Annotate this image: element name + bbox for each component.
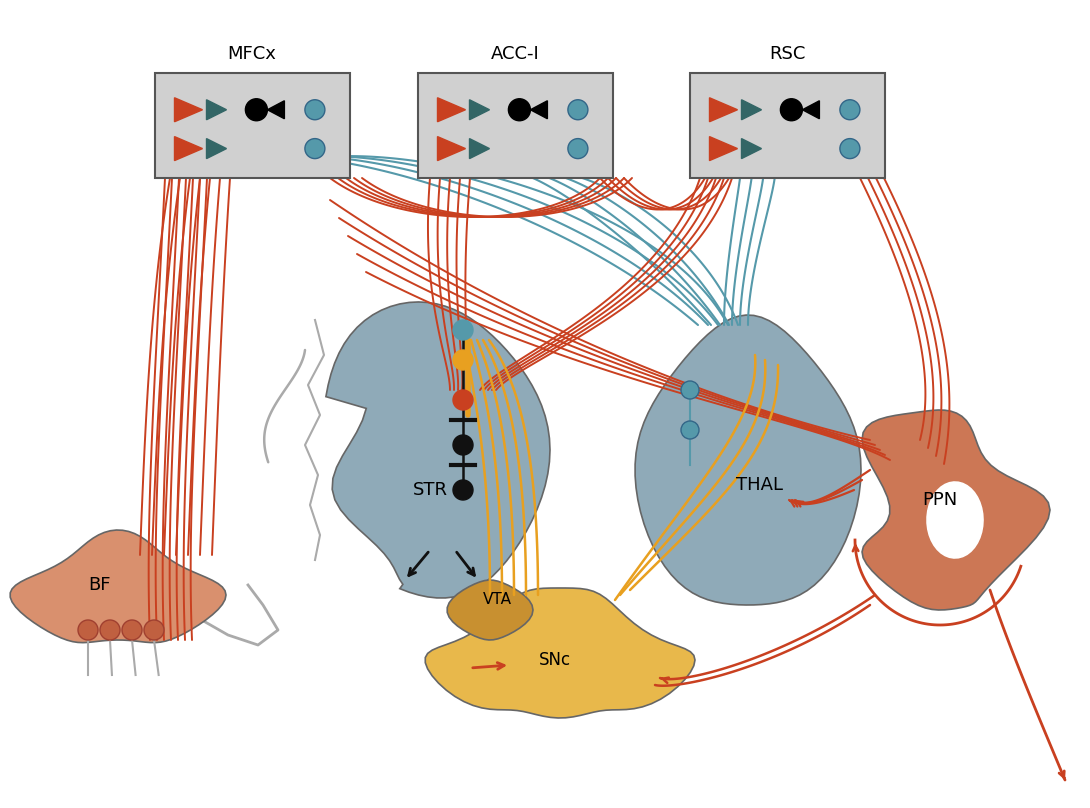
Bar	[417, 73, 613, 178]
Circle shape	[144, 620, 163, 640]
Circle shape	[305, 99, 325, 120]
Text: ACC-I: ACC-I	[490, 45, 540, 63]
Text: BF: BF	[88, 576, 111, 594]
Text: PPN: PPN	[922, 491, 958, 509]
Bar	[155, 73, 350, 178]
Polygon shape	[437, 98, 465, 122]
Circle shape	[122, 620, 142, 640]
Text: SNc: SNc	[538, 651, 571, 669]
Text: VTA: VTA	[483, 592, 512, 608]
Polygon shape	[206, 99, 227, 120]
Polygon shape	[267, 101, 284, 119]
Polygon shape	[470, 99, 489, 120]
Polygon shape	[635, 315, 861, 605]
Polygon shape	[710, 137, 738, 161]
Circle shape	[840, 139, 860, 158]
Circle shape	[100, 620, 120, 640]
Circle shape	[453, 480, 473, 500]
Circle shape	[305, 139, 325, 158]
Polygon shape	[710, 98, 738, 122]
Polygon shape	[741, 139, 762, 158]
Polygon shape	[425, 588, 695, 718]
Polygon shape	[862, 410, 1050, 610]
Polygon shape	[174, 137, 203, 161]
Polygon shape	[437, 137, 465, 161]
Polygon shape	[10, 530, 226, 642]
Circle shape	[508, 99, 531, 120]
Circle shape	[453, 435, 473, 455]
Circle shape	[245, 99, 267, 120]
Text: THAL: THAL	[737, 476, 784, 494]
Circle shape	[453, 320, 473, 340]
Polygon shape	[470, 139, 489, 158]
Circle shape	[780, 99, 802, 120]
Circle shape	[568, 139, 588, 158]
Circle shape	[78, 620, 98, 640]
Text: STR: STR	[412, 481, 448, 499]
Polygon shape	[174, 98, 203, 122]
Polygon shape	[741, 99, 762, 120]
Circle shape	[453, 390, 473, 410]
Circle shape	[681, 381, 699, 399]
Polygon shape	[326, 302, 550, 598]
Circle shape	[840, 99, 860, 120]
Polygon shape	[447, 580, 533, 640]
Circle shape	[568, 99, 588, 120]
Text: RSC: RSC	[768, 45, 806, 63]
Circle shape	[453, 350, 473, 370]
Polygon shape	[206, 139, 227, 158]
Polygon shape	[928, 482, 983, 558]
Text: MFCx: MFCx	[228, 45, 277, 63]
Polygon shape	[531, 101, 547, 119]
Bar	[690, 73, 885, 178]
Circle shape	[681, 421, 699, 439]
Polygon shape	[802, 101, 820, 119]
